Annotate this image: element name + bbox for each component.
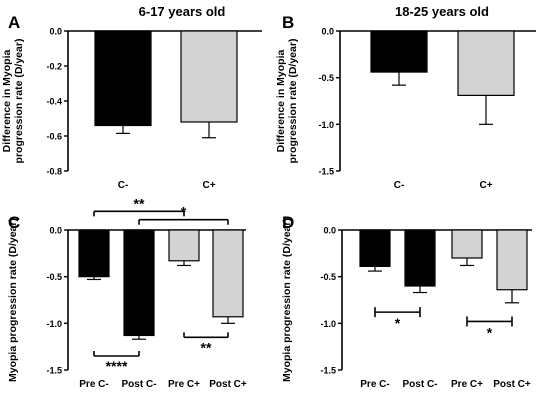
x-category-label-c-3: Post C+ xyxy=(209,379,247,390)
bar-b-1 xyxy=(457,30,515,97)
y-tick-label-a: -0.8 xyxy=(46,167,62,177)
y-tick-label-a: -0.6 xyxy=(46,132,62,142)
bar-c-3 xyxy=(212,229,244,318)
y-tick-label-b: 0.0 xyxy=(321,27,334,37)
y-tick-label-b: -1.5 xyxy=(318,167,334,177)
x-category-label-c-0: Pre C- xyxy=(79,379,108,390)
significance-label-c-1: * xyxy=(181,204,187,220)
panel-letter-c: C xyxy=(8,213,20,232)
panel-letter-d: D xyxy=(282,213,294,232)
y-tick-label-d: -1.0 xyxy=(320,319,336,329)
bar-a-1 xyxy=(180,30,238,123)
significance-label-d-0: * xyxy=(395,315,401,331)
bar-d-3 xyxy=(496,229,528,291)
panel-title-a: 6-17 years old xyxy=(139,4,226,19)
y-tick-label-c: 0.0 xyxy=(49,226,62,236)
significance-label-c-2: **** xyxy=(106,358,128,374)
bar-c-2 xyxy=(168,229,200,262)
bar-a-0 xyxy=(94,30,152,127)
y-axis-label-b: Difference in Myopiaprogression rate (D/… xyxy=(275,39,299,164)
panel-letter-b: B xyxy=(282,13,294,32)
y-tick-label-d: -0.5 xyxy=(320,272,336,282)
y-tick-label-b: -1.0 xyxy=(318,120,334,130)
x-category-label-d-3: Post C+ xyxy=(493,379,531,390)
y-tick-label-a: -0.4 xyxy=(46,97,62,107)
y-tick-label-c: -0.5 xyxy=(46,272,62,282)
y-axis-label-c: Myopia progression rate (D/year) xyxy=(7,218,19,382)
panel-title-b: 18-25 years old xyxy=(395,4,489,19)
significance-label-d-1: * xyxy=(487,324,493,340)
x-category-label-a-1: C+ xyxy=(202,180,215,191)
bar-c-0 xyxy=(78,229,110,278)
y-axis-label-d: Myopia progression rate (D/year) xyxy=(281,218,293,382)
x-category-label-b-1: C+ xyxy=(479,180,492,191)
bar-d-2 xyxy=(451,229,483,259)
x-category-label-d-1: Post C- xyxy=(403,379,438,390)
bar-b-0 xyxy=(370,30,428,73)
x-category-label-b-0: C- xyxy=(394,180,405,191)
y-tick-label-b: -0.5 xyxy=(318,73,334,83)
panel-letter-a: A xyxy=(8,13,20,32)
x-category-label-c-1: Post C- xyxy=(122,379,157,390)
x-category-label-d-0: Pre C- xyxy=(360,379,389,390)
significance-label-c-0: ** xyxy=(134,195,145,211)
y-tick-label-c: -1.5 xyxy=(46,366,62,376)
y-tick-label-d: 0.0 xyxy=(323,226,336,236)
y-tick-label-d: -1.5 xyxy=(320,366,336,376)
x-category-label-d-2: Pre C+ xyxy=(451,379,483,390)
bar-c-1 xyxy=(123,229,155,337)
y-axis-label-a: Difference in Myopiaprogression rate (D/… xyxy=(1,39,25,164)
y-tick-label-a: -0.2 xyxy=(46,62,62,72)
y-tick-label-a: 0.0 xyxy=(49,27,62,37)
x-category-label-a-0: C- xyxy=(118,180,129,191)
bar-d-1 xyxy=(404,229,436,287)
x-category-label-c-2: Pre C+ xyxy=(168,379,200,390)
y-tick-label-c: -1.0 xyxy=(46,319,62,329)
bar-d-0 xyxy=(359,229,391,268)
significance-label-c-3: ** xyxy=(201,339,212,355)
